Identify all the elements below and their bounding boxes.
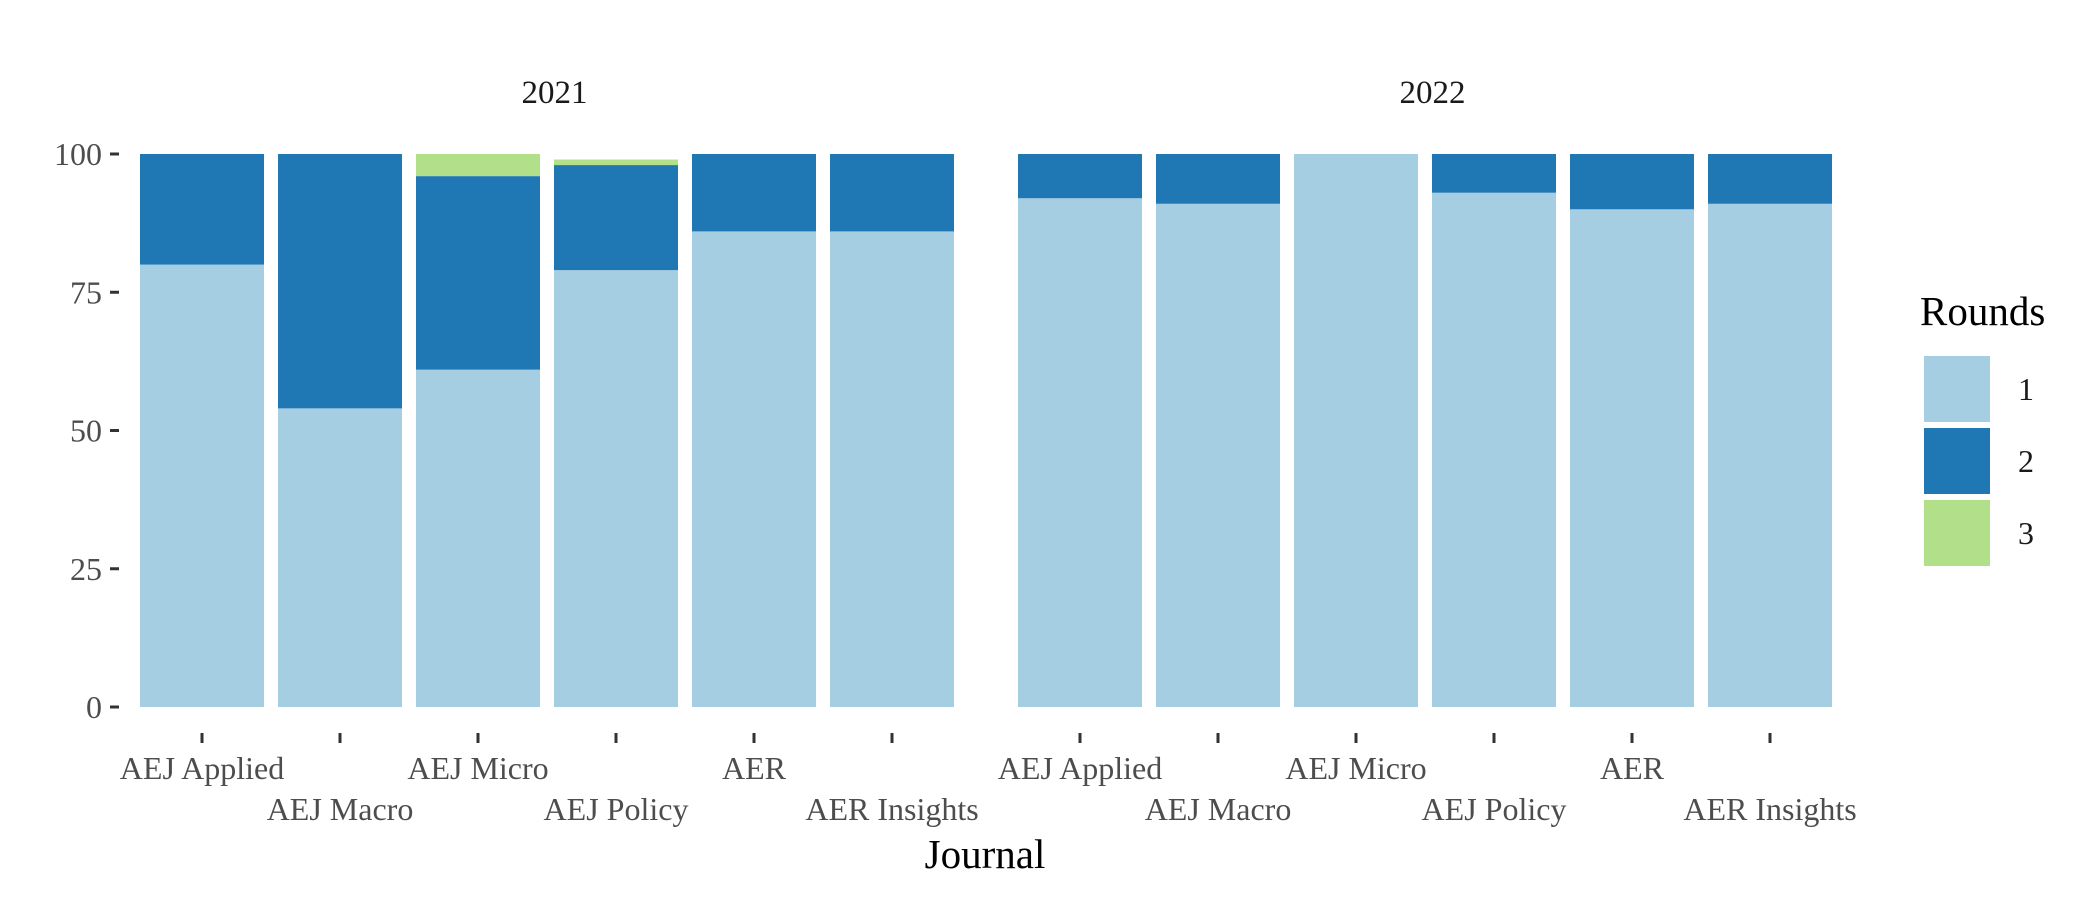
y-axis: 0 25 50 75 100 [54,136,119,725]
bar-segment-round-1 [1294,154,1418,707]
bar-segment-round-2 [1570,154,1694,210]
panel-2022: 2022 AEJ Applied AEJ Macro AEJ Micro AEJ Pol… [998,75,1857,827]
bar-segment-round-2 [1156,154,1280,204]
y-tick-label: 75 [70,274,102,310]
legend-swatch-2 [1924,428,1990,494]
bar-segment-round-2 [278,154,402,409]
y-tick-label: 0 [86,689,102,725]
bar-segment-round-1 [554,270,678,707]
legend-title: Rounds [1920,288,2045,334]
legend-swatch-3 [1924,500,1990,566]
x-tick-label: AEJ Macro [267,791,414,827]
x-tick-label: AER [722,750,787,786]
legend-label: 1 [2018,371,2034,407]
legend-label: 3 [2018,515,2034,551]
bar-segment-round-2 [830,154,954,232]
bar-segment-round-1 [1156,203,1280,707]
x-tick-label: AER Insights [805,791,978,827]
legend-label: 2 [2018,443,2034,479]
bar-segment-round-1 [1708,203,1832,707]
bar-segment-round-1 [416,369,540,707]
x-tick-label: AEJ Micro [407,750,548,786]
x-tick-label: AEJ Micro [1285,750,1426,786]
legend: Rounds 1 2 3 [1920,288,2045,566]
bar-segment-round-2 [416,176,540,370]
x-tick-label: AEJ Macro [1145,791,1292,827]
bar-segment-round-1 [692,231,816,708]
x-tick-label: AER Insights [1683,791,1856,827]
x-tick-label: AEJ Policy [544,791,689,827]
panel-title: 2021 [522,75,588,111]
y-tick-label: 25 [70,551,102,587]
legend-swatch-1 [1924,356,1990,422]
y-tick-label: 50 [70,413,102,449]
x-tick-label: AEJ Policy [1422,791,1567,827]
bar-segment-round-2 [1018,154,1142,199]
bar-segment-round-2 [554,165,678,271]
x-axis-title: Journal [925,831,1046,877]
x-tick-label: AER [1600,750,1665,786]
bar-segment-round-1 [1432,192,1556,707]
bar-segment-round-2 [140,154,264,265]
bar-segment-round-1 [1018,198,1142,708]
bar-segment-round-1 [140,264,264,707]
x-tick-label: AEJ Applied [998,750,1162,786]
x-tick-label: AEJ Applied [120,750,284,786]
bar-segment-round-3 [554,159,678,166]
bar-segment-round-1 [1570,209,1694,708]
bar-segment-round-1 [830,231,954,708]
panel-title: 2022 [1400,75,1466,111]
panel-2021: 2021 AEJ Applied AEJ Macro AEJ Micro AEJ Pol… [120,75,979,827]
bar-segment-round-3 [416,154,540,177]
panels: 2021 AEJ Applied AEJ Macro AEJ Micro AEJ Pol… [120,75,1857,827]
bar-segment-round-2 [1432,154,1556,193]
y-tick-label: 100 [54,136,102,172]
bar-segment-round-2 [1708,154,1832,204]
bar-segment-round-1 [278,408,402,707]
bar-segment-round-2 [692,154,816,232]
